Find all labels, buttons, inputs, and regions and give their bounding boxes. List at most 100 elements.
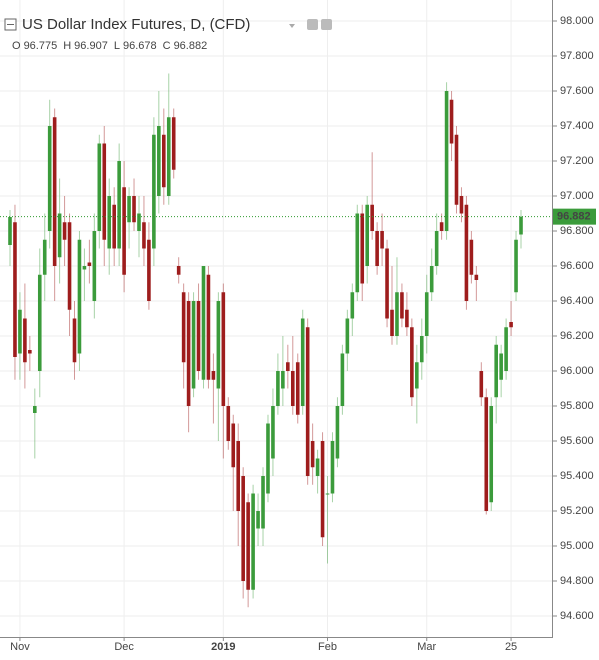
candle-body <box>390 309 394 336</box>
candle-body <box>112 204 116 249</box>
candle-body <box>37 274 42 371</box>
candle-body <box>52 117 57 266</box>
candle-body <box>469 239 474 275</box>
y-tick-label: 97.200 <box>560 155 594 167</box>
y-tick-label: 95.200 <box>560 505 594 517</box>
candle-body <box>419 336 424 363</box>
candle-body <box>33 406 37 413</box>
candle-body <box>504 327 508 371</box>
y-tick-label: 98.000 <box>560 15 594 27</box>
candle-body <box>122 187 126 275</box>
ohlc-value: 96.907 <box>74 40 108 52</box>
candle-body <box>62 222 67 240</box>
candle-body <box>424 292 429 336</box>
candle-body <box>42 239 47 275</box>
candle-body <box>57 213 62 258</box>
y-tick-label: 95.000 <box>560 540 594 552</box>
candle-body <box>181 292 186 363</box>
candle-body <box>236 441 241 511</box>
candle-body <box>191 301 196 389</box>
y-tick-label: 96.000 <box>560 365 594 377</box>
candle-body <box>474 274 479 280</box>
candle-body <box>271 406 275 459</box>
candle-body <box>310 441 315 468</box>
candle-body <box>127 196 131 223</box>
candle-body <box>400 292 404 319</box>
candle-body <box>375 231 379 266</box>
y-tick-label: 97.000 <box>560 190 594 202</box>
candle-body <box>464 204 469 301</box>
candle-body <box>201 266 206 380</box>
candle-body <box>211 371 216 380</box>
ohlc-legend: O 96.775 H 96.907 L 96.678 C 96.882 <box>12 40 207 52</box>
y-tick-label: 96.600 <box>560 260 594 272</box>
candle-body <box>484 397 489 511</box>
candle-body <box>410 327 414 398</box>
candle-body <box>196 301 201 371</box>
close-icon[interactable] <box>321 19 332 30</box>
candle-body <box>320 441 325 538</box>
candle-body <box>370 204 374 231</box>
candle-body <box>300 318 305 406</box>
candle-body <box>176 266 181 275</box>
candle-body <box>241 476 245 581</box>
y-tick-label: 97.800 <box>560 50 594 62</box>
candle-body <box>459 196 464 214</box>
candle-body <box>494 344 498 398</box>
candle-body <box>266 423 270 494</box>
candle-body <box>216 301 221 389</box>
y-tick-label: 95.600 <box>560 435 594 447</box>
candle-body <box>231 423 236 468</box>
candle-body <box>251 493 255 590</box>
candle-body <box>439 222 444 231</box>
ohlc-label: C <box>163 40 171 52</box>
settings-icon[interactable] <box>307 19 318 30</box>
candle-body <box>8 217 12 245</box>
candle-body <box>72 318 77 363</box>
candle-body <box>449 99 454 144</box>
last-price-label: 96.882 <box>557 211 591 223</box>
candle-body <box>290 371 295 406</box>
y-tick-label: 94.800 <box>560 575 594 587</box>
candle-body <box>479 371 484 398</box>
candle-body <box>330 441 335 494</box>
candle-body <box>221 292 226 406</box>
x-tick-label: 25 <box>505 641 517 653</box>
y-tick-label: 97.400 <box>560 120 594 132</box>
candle-body <box>514 239 518 293</box>
title-dropdown[interactable] <box>289 24 295 28</box>
candle-body <box>395 292 399 336</box>
candle-body <box>97 143 102 231</box>
candle-body <box>92 231 97 301</box>
candle-body <box>102 143 107 240</box>
last-price-box <box>553 208 596 225</box>
candle-body <box>444 91 449 231</box>
ohlc-label: H <box>63 40 71 52</box>
y-tick-label: 94.600 <box>560 610 594 622</box>
candle-body <box>226 406 231 441</box>
ohlc-value: 96.775 <box>24 40 58 52</box>
y-tick-label: 96.400 <box>560 295 594 307</box>
candle-body <box>147 239 151 301</box>
x-tick-label: Nov <box>10 641 30 653</box>
x-tick-label: Dec <box>114 641 134 653</box>
candle-body <box>47 126 52 231</box>
candle-body <box>305 327 310 476</box>
candle-body <box>161 134 166 188</box>
candle-body <box>137 213 141 231</box>
candle-body <box>509 322 513 328</box>
candle-body <box>152 134 156 249</box>
candle-body <box>87 262 92 266</box>
candle-body <box>107 196 112 249</box>
candle-body <box>350 292 355 319</box>
x-tick-label: 2019 <box>211 641 235 653</box>
candle-body <box>340 353 345 406</box>
candle-body <box>206 274 211 380</box>
candle-body <box>82 266 87 270</box>
candle-body <box>434 231 439 266</box>
grid <box>0 0 552 637</box>
candle-body <box>429 266 434 293</box>
x-tick-label: Mar <box>417 641 436 653</box>
